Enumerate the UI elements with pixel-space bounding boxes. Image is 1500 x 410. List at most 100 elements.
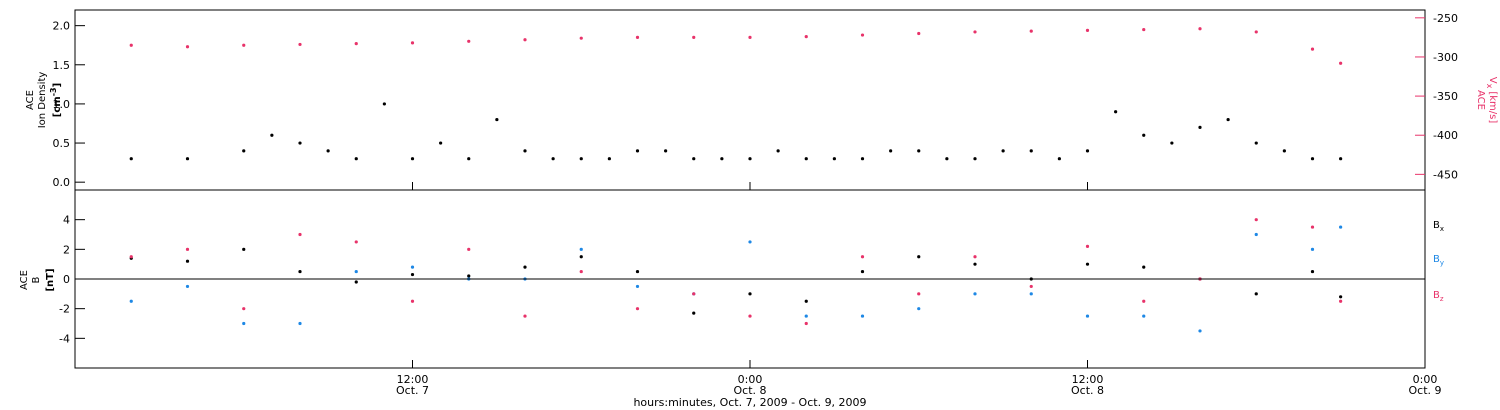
vx-0-point [860, 33, 865, 37]
bfield-2-point [1254, 218, 1258, 222]
bfield-1-point [1339, 225, 1343, 229]
vx-0-point [748, 35, 752, 39]
bfield-2-point [1310, 225, 1315, 229]
density-0-point [720, 157, 724, 161]
density-0-point [1114, 110, 1118, 114]
bfield-2-point [467, 247, 471, 251]
top-left-tick-label: 1.5 [53, 59, 71, 72]
bfield-0-point [354, 280, 358, 284]
bfield-0-point [1085, 262, 1090, 266]
density-0-point [664, 149, 668, 153]
x-tick-time: 12:00 [397, 373, 429, 386]
bfield-1-point [1085, 314, 1090, 318]
legend-bx: Bx [1433, 220, 1444, 233]
density-0-point [1085, 149, 1090, 153]
vx-0-point [579, 36, 583, 40]
vx-0-point [354, 42, 358, 46]
density-0-point [270, 133, 274, 137]
vx-0-point [917, 31, 921, 36]
bfield-2-point [129, 255, 133, 259]
data-marks [129, 27, 1343, 333]
bottom-y-label: ACE B [nT] [19, 268, 56, 291]
top-left-tick-label: 0.5 [53, 137, 71, 150]
vx-0-point [1339, 61, 1343, 65]
density-0-point [1057, 157, 1061, 161]
density-0-point [439, 141, 443, 145]
bottom-tick-label: -2 [59, 303, 70, 316]
density-0-point [748, 157, 752, 161]
density-0-point [1142, 133, 1146, 137]
bfield-0-point [410, 272, 415, 277]
bfield-2-point [242, 307, 246, 311]
density-0-point [973, 157, 977, 161]
x-tick-date: Oct. 7 [396, 384, 429, 397]
x-tick-date: Oct. 8 [733, 384, 766, 397]
density-0-point [1170, 141, 1174, 145]
right-y-unit-text: [km/s] [1487, 91, 1498, 123]
x-tick-time: 12:00 [1072, 373, 1104, 386]
bfield-2-point [917, 292, 921, 296]
bfield-0-point [748, 292, 752, 296]
top-left-tick-label: 1.0 [53, 98, 71, 111]
bfield-1-point [1142, 314, 1146, 318]
bfield-0-point [1339, 295, 1343, 299]
top-y-label: ACE Ion Density [cm-3] [25, 72, 63, 129]
density-0-point [410, 157, 415, 161]
vx-0-point [1142, 27, 1146, 32]
legend-by-sub: y [1440, 259, 1444, 267]
x-tick-date: Oct. 9 [1408, 384, 1441, 397]
density-0-point [1001, 149, 1005, 153]
density-0-point [889, 149, 893, 153]
vx-0-point [1085, 28, 1090, 32]
density-0-point [185, 157, 190, 161]
bfield-1-point [410, 265, 415, 269]
vx-0-point [467, 39, 471, 43]
bfield-0-point [579, 255, 583, 259]
bfield-1-point [1254, 232, 1258, 237]
bfield-1-point [298, 321, 302, 326]
bfield-1-point [354, 269, 358, 274]
density-0-point [467, 157, 471, 161]
bfield-2-point [410, 299, 415, 303]
bfield-0-point [804, 299, 808, 303]
top-right-tick-label: -400 [1433, 129, 1458, 142]
top-right-tick-label: -300 [1433, 51, 1458, 64]
legend-bz-sub: z [1440, 295, 1444, 303]
bfield-1-point [748, 240, 752, 244]
bfield-2-point [635, 307, 640, 311]
bfield-1-point [804, 314, 808, 318]
top-y-label-line2: Ion Density [37, 72, 48, 129]
bottom-tick-label: 2 [63, 243, 70, 256]
bfield-2-point [579, 269, 583, 274]
tick-marks: 0.0 0.5 1.0 1.5 2.0 -250 -300 -350 -400 -450 4 2 0 -2… [53, 12, 1458, 368]
x-tick-date: Oct. 8 [1071, 384, 1104, 397]
bfield-2-point [860, 255, 865, 259]
bfield-0-point [298, 269, 302, 274]
bfield-1-point [860, 314, 865, 318]
bottom-tick-label: -4 [59, 332, 70, 345]
bfield-0-point [1310, 269, 1315, 274]
legend-bz: Bz [1433, 290, 1444, 303]
density-0-point [1282, 149, 1286, 153]
bfield-2-point [185, 247, 190, 251]
vx-0-point [1029, 29, 1033, 33]
vx-0-point [242, 43, 246, 47]
top-right-tick-label: -250 [1433, 12, 1458, 25]
top-y-label-line1: ACE [25, 90, 36, 110]
vx-0-point [185, 45, 190, 49]
vx-0-point [523, 38, 527, 42]
vx-0-point [804, 35, 808, 39]
bfield-2-point [1085, 244, 1090, 248]
legend-bx-name: B [1433, 220, 1440, 231]
bfield-2-point [748, 314, 752, 318]
bfield-2-point [1029, 284, 1033, 289]
bfield-1-point [129, 299, 133, 303]
legend-bx-sub: x [1440, 225, 1444, 233]
density-0-point [832, 157, 836, 161]
density-0-point [382, 102, 386, 106]
bfield-2-point [523, 314, 527, 318]
right-y-sub-index: x [1485, 84, 1494, 89]
bfield-0-point [635, 269, 640, 274]
